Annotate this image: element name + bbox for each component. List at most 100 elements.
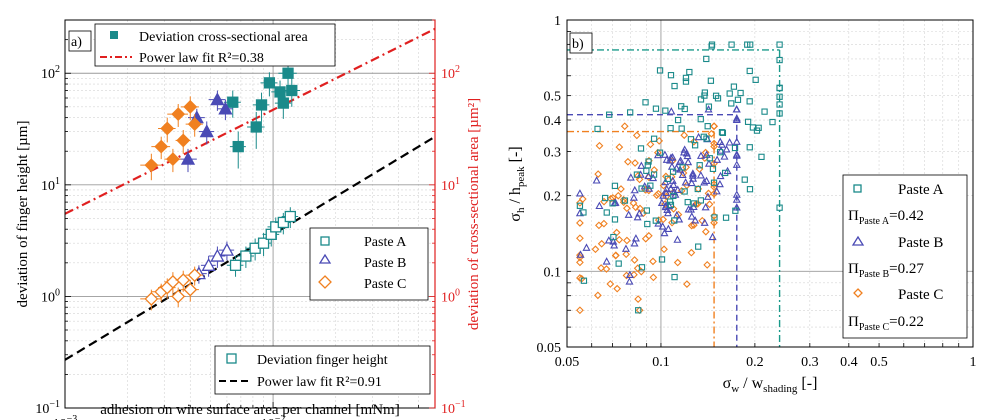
legend-b-open-square-marker [853,184,862,193]
scatter-point-paste-a [776,93,783,100]
scatter-point-paste-b [667,162,676,170]
tick-label-a-x: 10−2 [261,414,286,420]
tick-label-b-y: 0.3 [544,145,562,160]
pi-value-b: =0.27 [889,261,924,277]
scatter-point-paste-a [697,197,704,204]
panel-a-legend-middle-box [309,227,429,301]
legend-open-triangle-marker [318,253,332,264]
scatter-point-paste-a [697,116,704,123]
scatter-point-paste-a [642,99,649,106]
scatter-point-paste-b [575,208,584,217]
scatter-point-paste-b [700,178,709,186]
scatter-point-paste-b [722,145,731,153]
tick-label-a-y2-base: 10 [441,290,455,305]
marker-square [240,250,252,262]
scatter-point-paste-c [591,245,600,254]
tick-label-b-x: 0.05 [555,355,580,370]
scatter-point-paste-a [611,182,619,189]
marker-diamond [187,117,202,132]
scatter-point-paste-b [610,241,619,249]
scatter-point-paste-b [681,178,690,186]
data-point [164,272,181,295]
scatter-point-paste-b [715,179,724,188]
scatter-point-paste-a [627,109,634,116]
scatter-point-paste-c [710,139,718,148]
data-point [167,104,188,127]
data-point [226,256,244,277]
panel-b-frame [566,19,974,348]
tick-label-a-x-exp: −3 [67,414,78,420]
tick-label-a-y-exp: 0 [55,287,60,298]
tick-label-a-y2: 102 [441,64,460,82]
scatter-point-paste-c [629,199,638,207]
scatter-point-paste-b [576,250,585,258]
scatter-point-paste-b [691,216,700,224]
tick-label-a-y2-base: 10 [441,67,455,82]
scatter-point-paste-a [744,118,752,125]
scatter-point-paste-c [606,194,615,203]
scatter-point-paste-a [610,233,617,241]
scatter-point-paste-a [776,84,783,91]
scatter-point-paste-a [621,197,629,204]
scatter-point-paste-a [704,123,711,130]
data-point [217,99,233,121]
scatter-point-paste-c [576,306,584,315]
marker-diamond [171,289,186,304]
panel-a-legend-middle: Paste A Paste B Paste C [309,227,429,301]
tick-label-a-y2: 10−1 [441,399,466,417]
scatter-point-paste-b [660,228,669,237]
data-point [158,117,176,143]
tick-label-a-y2-exp: 1 [455,176,460,187]
tick-label-a-x-exp: −2 [275,414,286,420]
tick-label-a-y2-exp: −1 [455,399,466,410]
scatter-point-paste-a [711,214,718,221]
legend-middle-label-1: Paste B [364,256,406,271]
data-point [185,266,203,286]
panel-a-legend-bottom: Deviation finger height Power law fit R²… [214,345,431,395]
scatter-point-paste-c [631,159,639,167]
scatter-point-paste-c [687,221,696,230]
tick-label-a-y2-base: 10 [441,402,455,417]
scatter-point-paste-c [690,137,698,146]
scatter-point-paste-a [652,217,659,224]
scatter-point-paste-b [732,203,741,211]
tick-label-b-y: 1 [554,14,561,29]
scatter-point-paste-c [680,131,689,140]
scatter-point-paste-a [686,68,693,76]
panel-b-label-box [569,32,593,54]
marker-triangle [180,151,196,165]
legend-bottom-label-0: Deviation finger height [257,353,388,368]
scatter-point-paste-a [611,216,619,223]
marker-triangle [218,101,233,115]
scatter-point-paste-c [649,257,657,266]
scatter-point-paste-b [732,137,741,145]
tick-label-b-y: 0.2 [544,190,562,205]
scatter-point-paste-b [637,161,646,169]
tick-label-a-x: 10−3 [53,414,78,420]
scatter-point-paste-a [656,149,664,156]
scatter-point-paste-b [592,176,601,184]
pi-sub-c: Paste C [859,322,890,333]
tick-label-a-y-base: 10 [41,179,55,194]
scatter-point-paste-c [710,218,718,227]
data-point [178,148,197,173]
scatter-point-paste-a [645,158,652,165]
tick-label-a-y2-exp: 2 [455,64,460,75]
tick-label-a-y2: 101 [441,176,460,194]
scatter-point-paste-a [669,168,677,175]
scatter-point-paste-c [630,256,639,264]
marker-square [250,121,262,133]
marker-square [263,77,276,89]
scatter-point-paste-a [671,273,678,281]
scatter-point-paste-c [660,245,668,254]
tick-label-a-y2-exp: 0 [455,287,460,298]
panel-b-x-axis-label: σw / wshading [-] [723,375,818,395]
legend-b-pi-b: ΠPaste B=0.27 [848,261,924,280]
scatter-point-paste-a [722,214,730,221]
scatter-point-paste-b [621,244,630,252]
scatter-point-paste-b [725,138,734,146]
scatter-point-paste-b [595,201,604,210]
marker-square [232,140,244,153]
scatter-point-paste-a [753,127,761,134]
